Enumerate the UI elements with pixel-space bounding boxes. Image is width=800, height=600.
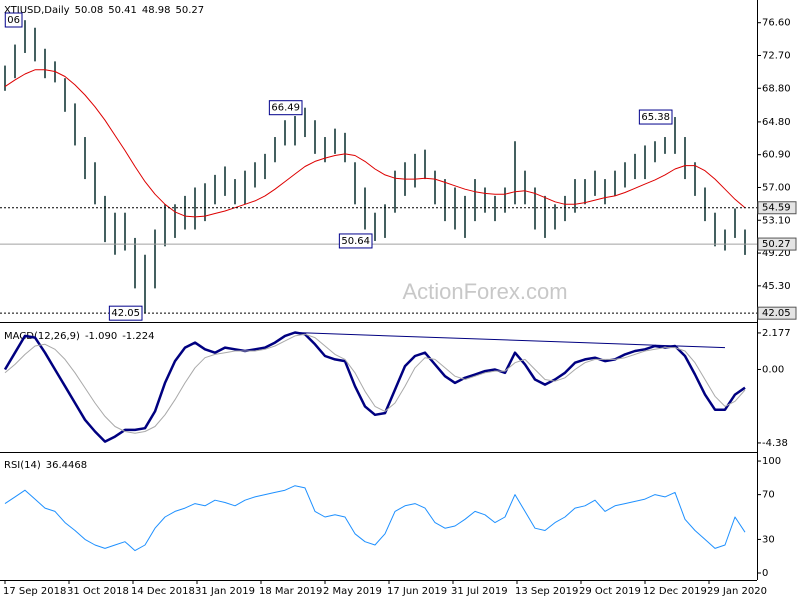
y-tick-label: 53.10 xyxy=(762,215,791,226)
panel-title: MACD(12,26,9) -1.090 -1.224 xyxy=(4,331,154,342)
level-label-box xyxy=(757,306,797,320)
annotation-label: 06 xyxy=(7,15,20,26)
x-tick-label: 12 Dec 2019 xyxy=(643,586,707,597)
x-tick-label: 29 Oct 2019 xyxy=(579,586,641,597)
x-tick-label: 13 Sep 2019 xyxy=(515,586,578,597)
watermark: ActionForex.com xyxy=(402,279,567,304)
readout-value: 48.98 xyxy=(142,5,171,16)
y-tick-label: 45.30 xyxy=(762,281,791,292)
y-tick-label: 100 xyxy=(762,456,781,467)
x-tick-label: 31 Oct 2018 xyxy=(67,586,129,597)
x-tick-label: 31 Jan 2019 xyxy=(195,586,255,597)
annotation-label: 50.64 xyxy=(341,236,370,247)
readout-value: -1.224 xyxy=(122,331,154,342)
x-tick-label: 31 Jul 2019 xyxy=(451,586,508,597)
x-tick-label: 29 Jan 2020 xyxy=(707,586,767,597)
y-tick-label: 64.80 xyxy=(762,117,791,128)
readout-value: 36.4468 xyxy=(46,460,87,471)
annotation-box xyxy=(108,305,143,321)
annotation-box xyxy=(268,100,303,116)
x-tick-label: 2 May 2019 xyxy=(323,586,382,597)
level-label: 42.05 xyxy=(762,308,791,319)
readout-value: 50.08 xyxy=(75,5,104,16)
y-tick-label: -4.38 xyxy=(762,438,788,449)
indicator-line xyxy=(4,333,746,434)
panel-title: RSI(14) 36.4468 xyxy=(4,460,87,471)
y-tick-label: 72.70 xyxy=(762,50,791,61)
x-tick-label: 17 Jun 2019 xyxy=(387,586,447,597)
x-tick-label: 18 Mar 2019 xyxy=(259,586,322,597)
readout-value: 50.41 xyxy=(108,5,137,16)
annotation-label: 65.38 xyxy=(641,112,670,123)
y-tick-label: 2.177 xyxy=(762,328,791,339)
level-label: 54.59 xyxy=(762,203,791,214)
y-tick-label: 60.90 xyxy=(762,150,791,161)
trendline xyxy=(294,332,726,349)
x-tick-label: 17 Sep 2018 xyxy=(3,586,66,597)
y-tick-label: 76.60 xyxy=(762,18,791,29)
y-tick-label: 30 xyxy=(762,534,775,545)
level-label-box xyxy=(757,201,797,215)
readout-value: 50.27 xyxy=(176,5,205,16)
level-label-box xyxy=(757,237,797,251)
y-tick-label: 70 xyxy=(762,490,775,501)
y-tick-label: 57.00 xyxy=(762,182,791,193)
y-tick-label: 0.00 xyxy=(762,364,784,375)
annotation-box xyxy=(4,12,23,28)
x-tick-label: 14 Dec 2018 xyxy=(131,586,195,597)
indicator-line xyxy=(3,331,746,443)
indicator-line xyxy=(4,485,746,552)
y-tick-label: 0 xyxy=(762,568,768,579)
level-label: 50.27 xyxy=(762,239,791,250)
annotation-label: 66.49 xyxy=(271,103,300,114)
y-tick-label: 49.20 xyxy=(762,248,791,259)
y-tick-label: 68.80 xyxy=(762,83,791,94)
annotation-box xyxy=(638,109,673,125)
annotation-label: 42.05 xyxy=(111,308,140,319)
readout-value: -1.090 xyxy=(85,331,117,342)
annotation-box xyxy=(338,233,373,249)
moving-average xyxy=(4,69,746,218)
